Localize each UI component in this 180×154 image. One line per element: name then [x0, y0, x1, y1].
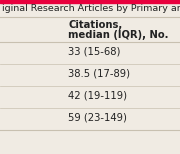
Text: median (IQR), No.: median (IQR), No. — [68, 30, 169, 40]
Bar — [0, 0, 180, 3]
Text: iginal Research Articles by Primary an: iginal Research Articles by Primary an — [2, 4, 180, 13]
Text: 33 (15-68): 33 (15-68) — [68, 46, 121, 56]
Text: Citations,: Citations, — [68, 20, 123, 30]
Text: 42 (19-119): 42 (19-119) — [68, 90, 127, 100]
Text: 38.5 (17-89): 38.5 (17-89) — [68, 68, 130, 78]
Text: 59 (23-149): 59 (23-149) — [68, 112, 127, 122]
